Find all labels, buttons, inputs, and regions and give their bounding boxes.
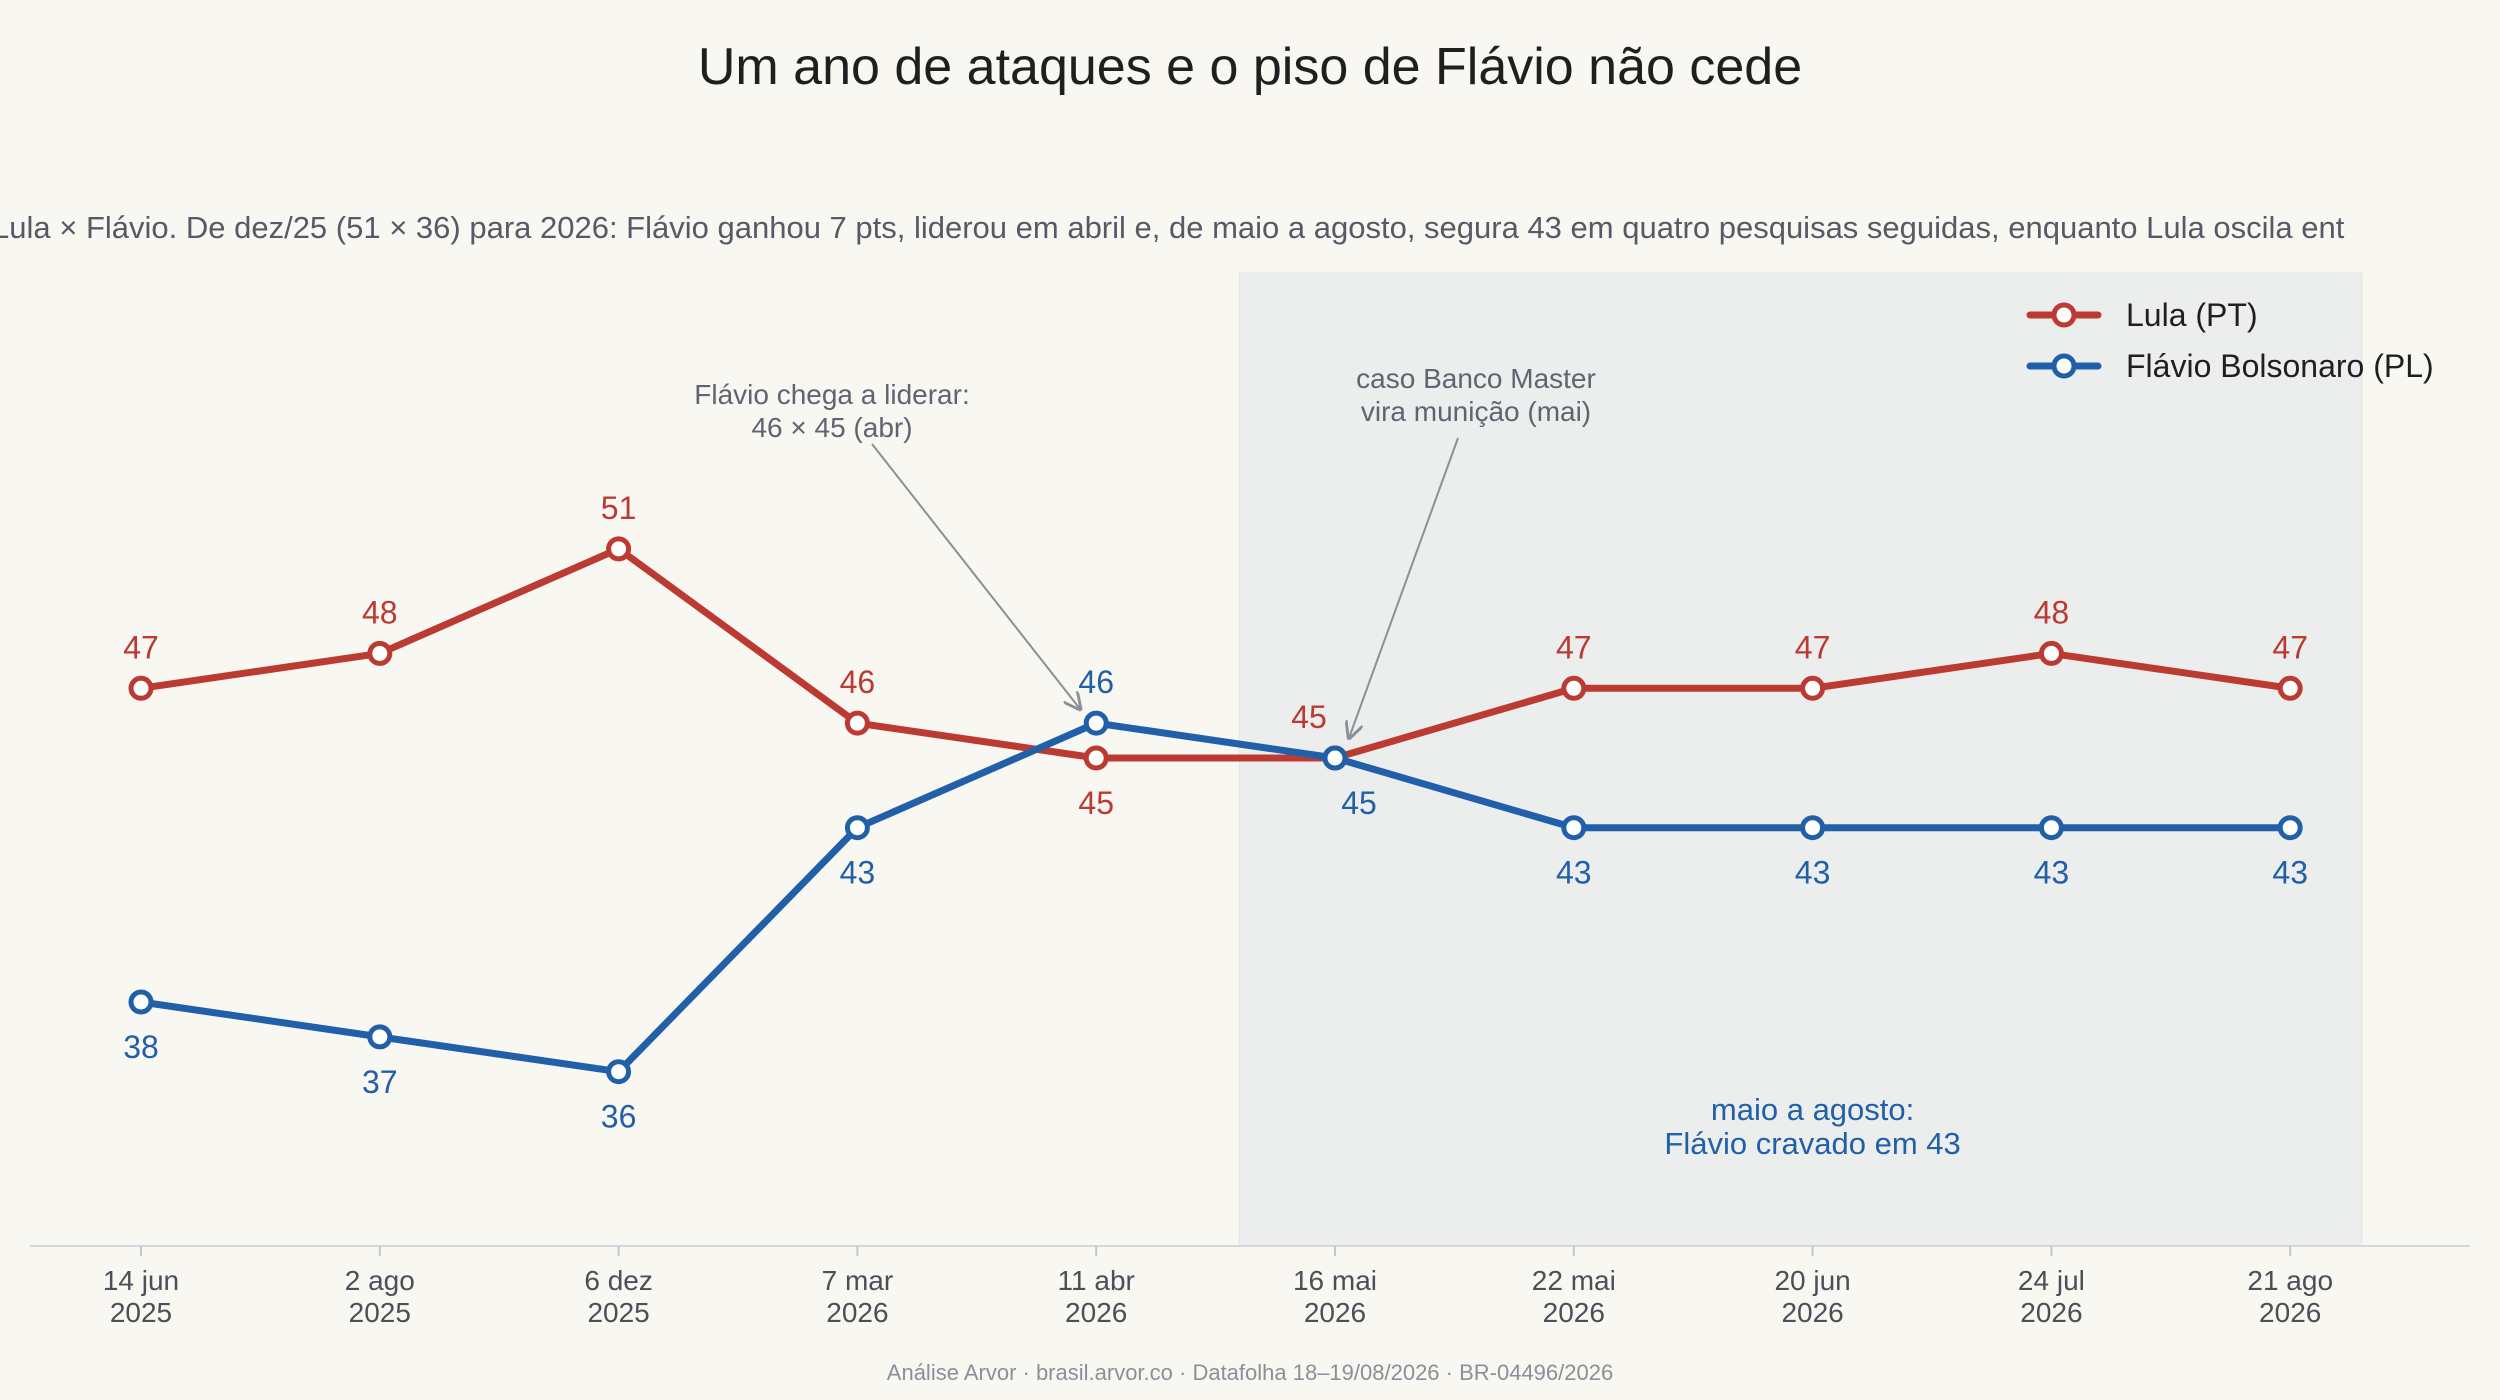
data-point [1083,745,1109,771]
x-tick-label: 2026 [2259,1297,2321,1328]
legend-marker [2051,302,2077,328]
data-point [128,989,154,1015]
legend-marker [2051,353,2077,379]
data-label: 45 [1291,699,1327,735]
data-label: 48 [362,594,398,630]
data-label: 47 [123,629,159,665]
annotation-text: vira munição (mai) [1361,396,1591,427]
data-point [2038,815,2064,841]
series-line [137,719,2294,1076]
x-tick-label: 2026 [1781,1297,1843,1328]
x-tick-label: 21 ago [2247,1265,2333,1296]
data-point [844,815,870,841]
chart-subtitle: Lula × Flávio. De dez/25 (51 × 36) para … [0,210,2345,245]
chart-title: Um ano de ataques e o piso de Flávio não… [698,38,1802,96]
data-label: 37 [362,1064,398,1100]
legend-label: Flávio Bolsonaro (PL) [2126,348,2434,384]
shaded-region-note: Flávio cravado em 43 [1664,1126,1960,1161]
chart-source: Análise Arvor · brasil.arvor.co · Datafo… [887,1360,1613,1385]
x-tick-label: 2026 [2020,1297,2082,1328]
annotation-arrow [1349,437,1459,738]
annotation-text: caso Banco Master [1356,363,1596,394]
data-label: 46 [840,664,876,700]
x-tick-label: 16 mai [1293,1265,1377,1296]
x-tick-label: 2 ago [345,1265,415,1296]
data-label: 47 [1795,629,1831,665]
shaded-region-note: maio a agosto: [1711,1092,1914,1127]
x-tick-label: 22 mai [1532,1265,1616,1296]
data-point [2277,815,2303,841]
data-label: 43 [1556,855,1592,891]
data-label: 43 [1795,855,1831,891]
data-label: 47 [1556,629,1592,665]
data-point [606,536,632,562]
x-tick-label: 20 jun [1774,1265,1850,1296]
x-tick-label: 2026 [1065,1297,1127,1328]
data-point [844,710,870,736]
data-label: 36 [601,1099,637,1135]
x-tick-label: 2025 [349,1297,411,1328]
annotation-text: Flávio chega a liderar: [694,379,969,410]
x-tick-label: 7 mar [822,1265,894,1296]
data-label: 43 [2034,855,2070,891]
x-tick-label: 11 abr [1058,1265,1135,1296]
data-label: 51 [601,490,637,526]
annotation-arrow [871,443,1080,709]
x-tick-label: 6 dez [584,1265,653,1296]
x-tick-label: 2026 [1543,1297,1605,1328]
data-point [1083,710,1109,736]
legend-label: Lula (PT) [2126,297,2258,333]
data-point [1800,815,1826,841]
data-label: 45 [1078,785,1114,821]
x-tick-label: 2025 [110,1297,172,1328]
data-point [367,1024,393,1050]
x-tick-label: 24 jul [2018,1265,2085,1296]
data-label: 43 [840,855,876,891]
data-point [1561,675,1587,701]
x-tick-label: 2025 [587,1297,649,1328]
data-label: 46 [1078,664,1114,700]
x-tick-label: 2026 [1304,1297,1366,1328]
data-point [128,675,154,701]
series-line [137,545,2294,762]
data-point [1800,675,1826,701]
data-point [1322,745,1348,771]
annotation-text: 46 × 45 (abr) [751,412,912,443]
data-point [367,640,393,666]
shaded-region [1238,272,2363,1247]
data-point [2038,640,2064,666]
data-label: 47 [2272,629,2308,665]
data-point [2277,675,2303,701]
data-label: 48 [2034,594,2070,630]
data-label: 38 [123,1029,159,1065]
x-tick-label: 2026 [826,1297,888,1328]
data-label: 43 [2272,855,2308,891]
data-point [606,1059,632,1085]
data-label: 45 [1341,785,1377,821]
data-point [1561,815,1587,841]
x-tick-label: 14 jun [103,1265,179,1296]
